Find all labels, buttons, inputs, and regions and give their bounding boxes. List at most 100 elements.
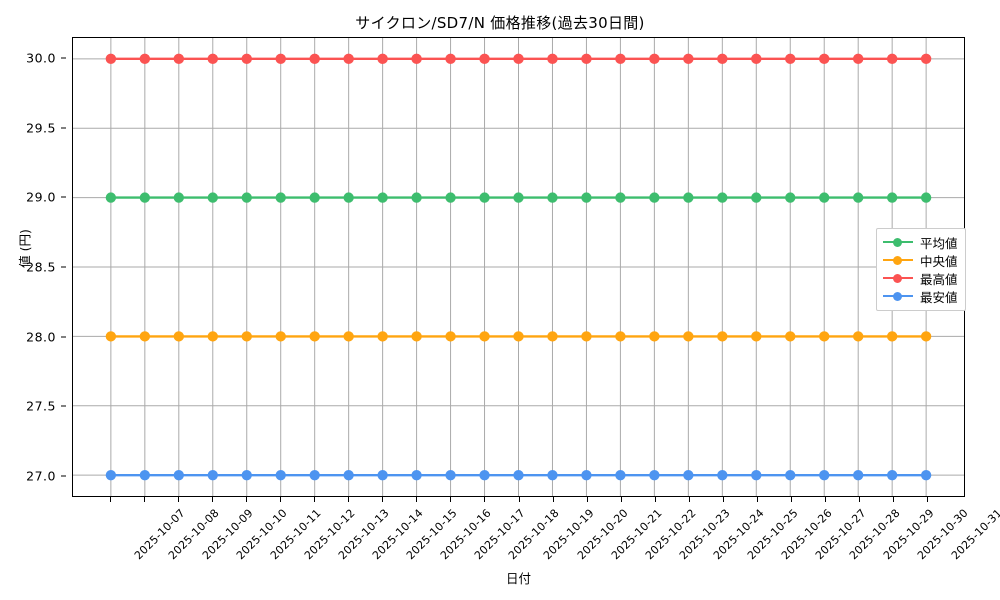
data-point-marker xyxy=(411,331,422,342)
data-point-marker xyxy=(207,192,218,203)
x-axis-tick-mark xyxy=(688,497,690,502)
legend-item-平均値[interactable]: 平均値 xyxy=(883,233,958,251)
x-axis-tick-mark xyxy=(143,497,145,502)
data-point-marker xyxy=(241,331,252,342)
data-point-marker xyxy=(683,192,694,203)
data-point-marker xyxy=(751,470,762,481)
data-point-marker xyxy=(275,192,286,203)
data-point-marker xyxy=(173,53,184,64)
data-point-marker xyxy=(853,53,864,64)
x-axis-tick-mark xyxy=(484,497,486,502)
data-point-marker xyxy=(377,192,388,203)
x-axis-tick-mark xyxy=(382,497,384,502)
data-point-marker xyxy=(649,331,660,342)
data-point-marker xyxy=(920,470,932,481)
data-point-marker xyxy=(649,470,660,481)
data-point-marker xyxy=(615,331,626,342)
data-point-marker xyxy=(309,331,320,342)
data-point-marker xyxy=(377,53,388,64)
y-axis-tick-label: 30.0 xyxy=(26,50,56,66)
data-point-marker xyxy=(139,331,151,342)
data-point-marker xyxy=(479,53,490,64)
data-point-marker xyxy=(445,53,456,64)
data-point-marker xyxy=(275,331,286,342)
x-axis-tick-mark xyxy=(518,497,520,502)
data-point-marker xyxy=(886,331,898,342)
data-point-marker xyxy=(513,470,524,481)
data-point-marker xyxy=(649,53,660,64)
data-point-marker xyxy=(819,53,830,64)
data-point-marker xyxy=(207,53,218,64)
data-point-marker xyxy=(785,331,796,342)
data-point-marker xyxy=(717,53,728,64)
series-lines-and-markers xyxy=(105,53,932,481)
legend-item-中央値[interactable]: 中央値 xyxy=(883,251,958,269)
data-point-marker xyxy=(547,53,558,64)
data-point-marker xyxy=(615,192,626,203)
data-point-marker xyxy=(207,470,218,481)
data-point-marker xyxy=(649,192,660,203)
data-point-marker xyxy=(105,192,117,203)
y-axis-tick-mark xyxy=(61,57,66,59)
data-point-marker xyxy=(343,331,354,342)
y-axis-tick-mark xyxy=(61,405,66,407)
x-axis-tick-mark xyxy=(280,497,282,502)
x-axis-tick-labels: 2025-10-07 2025-10-08 2025-10-09 2025-10-10… xyxy=(72,497,1000,597)
data-point-marker xyxy=(445,470,456,481)
x-axis-title: 日付 xyxy=(505,571,531,586)
data-point-marker xyxy=(819,331,830,342)
data-point-marker xyxy=(853,470,864,481)
legend-swatch-icon xyxy=(883,271,913,285)
data-point-marker xyxy=(717,470,728,481)
data-point-marker xyxy=(751,331,762,342)
data-point-marker xyxy=(853,192,864,203)
y-axis-tick-label: 29.0 xyxy=(26,189,56,205)
data-point-marker xyxy=(275,470,286,481)
data-point-marker xyxy=(920,192,932,203)
x-axis-tick-mark xyxy=(552,497,554,502)
y-axis-tick-label: 27.0 xyxy=(26,468,56,484)
data-point-marker xyxy=(309,192,320,203)
data-point-marker xyxy=(751,53,762,64)
x-axis-tick-mark xyxy=(893,497,894,502)
data-point-marker xyxy=(886,192,898,203)
data-point-marker xyxy=(785,470,796,481)
x-axis-tick-mark xyxy=(620,497,622,502)
y-axis-tick-label: 27.5 xyxy=(26,398,56,414)
data-point-marker xyxy=(683,331,694,342)
x-axis-tick-mark xyxy=(109,497,111,502)
data-point-marker xyxy=(343,470,354,481)
x-axis-tick-mark xyxy=(858,497,860,502)
data-point-marker xyxy=(785,53,796,64)
y-axis-tick-mark xyxy=(61,336,66,338)
data-point-marker xyxy=(343,192,354,203)
data-point-marker xyxy=(105,53,117,64)
legend-item-最高値[interactable]: 最高値 xyxy=(883,269,958,287)
x-axis-tick-mark xyxy=(314,497,316,502)
y-axis-tick-mark xyxy=(61,196,66,198)
x-axis-tick-mark xyxy=(178,497,180,502)
legend-item-label: 最高値 xyxy=(920,271,958,287)
x-axis-tick-mark xyxy=(416,497,418,502)
page-title: サイクロン/SD7/N 価格推移(過去30日間) xyxy=(355,14,645,32)
legend-swatch-icon xyxy=(883,289,913,303)
data-point-marker xyxy=(479,470,490,481)
data-point-marker xyxy=(343,53,354,64)
data-point-marker xyxy=(241,470,252,481)
x-axis-tick-mark xyxy=(722,497,724,502)
x-axis-tick-mark xyxy=(246,497,248,502)
legend-item-最安値[interactable]: 最安値 xyxy=(883,287,958,305)
data-point-marker xyxy=(479,331,490,342)
data-point-marker xyxy=(105,470,117,481)
plot-area xyxy=(72,37,965,497)
data-point-marker xyxy=(886,53,898,64)
y-axis-tick-labels: 27.0 27.5 28.0 28.5 29.0 29.5 30.0 xyxy=(0,37,66,497)
data-point-marker xyxy=(819,192,830,203)
data-point-marker xyxy=(411,470,422,481)
data-point-marker xyxy=(581,192,592,203)
data-point-marker xyxy=(785,192,796,203)
data-point-marker xyxy=(173,192,184,203)
gridlines xyxy=(73,38,964,496)
x-axis-tick-mark xyxy=(927,497,929,502)
